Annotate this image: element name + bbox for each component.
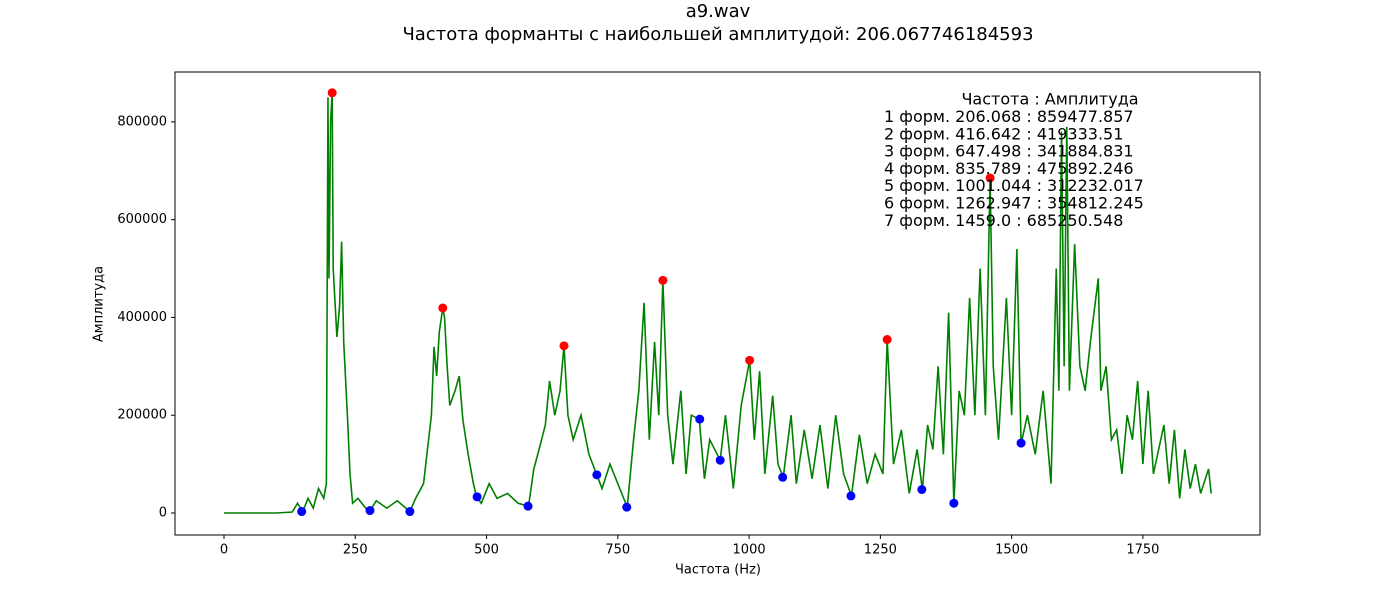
point xyxy=(1016,438,1026,448)
annotation-line: 4 форм. 835.789 : 475892.246 xyxy=(884,159,1134,178)
x-tick-label: 500 xyxy=(474,543,499,558)
y-tick-label: 600000 xyxy=(117,212,167,227)
point xyxy=(985,173,995,183)
point xyxy=(715,455,725,465)
x-tick-label: 1250 xyxy=(864,543,897,558)
annotation-line: 5 форм. 1001.044 : 312232.017 xyxy=(884,176,1144,195)
annotation-line: 1 форм. 206.068 : 859477.857 xyxy=(884,107,1134,126)
annotation-line: 6 форм. 1262.947 : 354812.245 xyxy=(884,194,1144,213)
point xyxy=(695,414,705,424)
x-tick-label: 750 xyxy=(605,543,630,558)
point xyxy=(917,485,927,495)
plot-frame xyxy=(174,71,1261,536)
annotation-line: 3 форм. 647.498 : 341884.831 xyxy=(884,142,1134,161)
annotation-line: 2 форм. 416.642 : 419333.51 xyxy=(884,124,1123,143)
chart-title: a9.wav xyxy=(686,1,751,22)
point xyxy=(559,341,569,351)
point xyxy=(622,502,632,512)
x-tick-label: 1000 xyxy=(733,543,766,558)
point xyxy=(745,355,755,365)
y-tick-label: 800000 xyxy=(117,114,167,129)
x-tick-label: 1500 xyxy=(995,543,1028,558)
point xyxy=(365,506,375,516)
point xyxy=(949,498,959,508)
point xyxy=(592,470,602,480)
y-tick-label: 200000 xyxy=(117,408,167,423)
point xyxy=(297,507,307,517)
chart-subtitle: Частота форманты с наибольшей амплитудой… xyxy=(402,24,1033,45)
x-tick-label: 250 xyxy=(343,543,368,558)
x-axis-label: Частота (Hz) xyxy=(675,563,761,578)
point xyxy=(327,88,337,98)
point xyxy=(846,491,856,501)
point xyxy=(472,492,482,502)
point xyxy=(882,335,892,345)
y-tick-label: 400000 xyxy=(117,310,167,325)
x-tick-label: 1750 xyxy=(1126,543,1159,558)
spectrum-line xyxy=(223,92,1212,514)
point xyxy=(438,303,448,313)
y-tick-label: 0 xyxy=(159,505,167,520)
annotation-line: 7 форм. 1459.0 : 685250.548 xyxy=(884,211,1123,230)
point xyxy=(778,472,788,482)
point xyxy=(405,507,415,517)
point xyxy=(658,275,668,285)
point xyxy=(523,501,533,511)
annotation-header: Частота : Амплитуда xyxy=(961,90,1138,109)
y-axis-label: Амплитуда xyxy=(92,266,107,342)
x-tick-label: 0 xyxy=(220,543,228,558)
